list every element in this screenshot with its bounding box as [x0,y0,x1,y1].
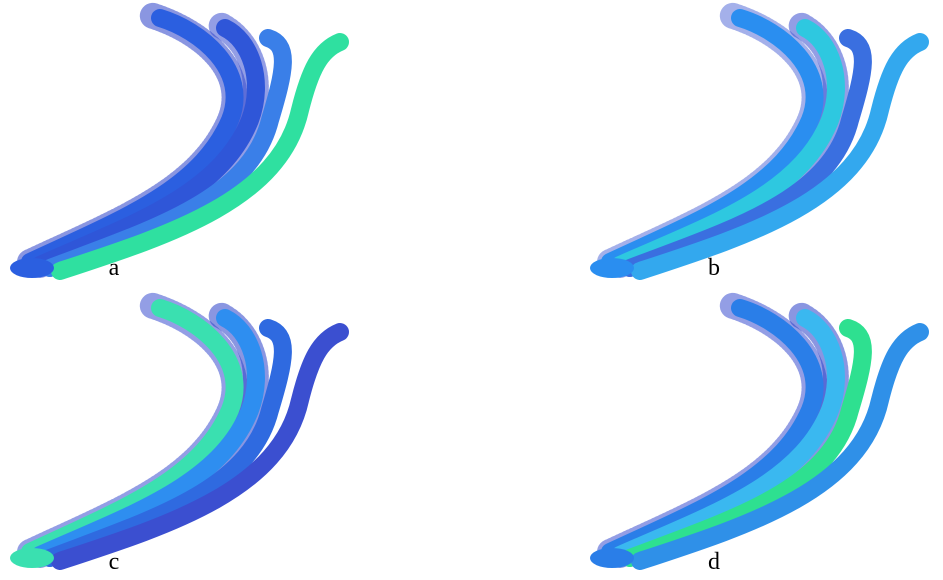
panel-label: b [708,255,720,281]
page: {"panels": [{"label": "a"}, {"label": "b… [0,0,943,580]
panel-d-image [590,305,920,568]
panel-label: a [109,255,120,281]
panel-label: c [109,549,120,575]
panel-c-image [10,305,340,568]
panel-a-image [10,15,340,278]
panel-label: d [708,549,720,575]
panel-b-image [590,15,920,278]
figure: a b c d [0,0,943,580]
